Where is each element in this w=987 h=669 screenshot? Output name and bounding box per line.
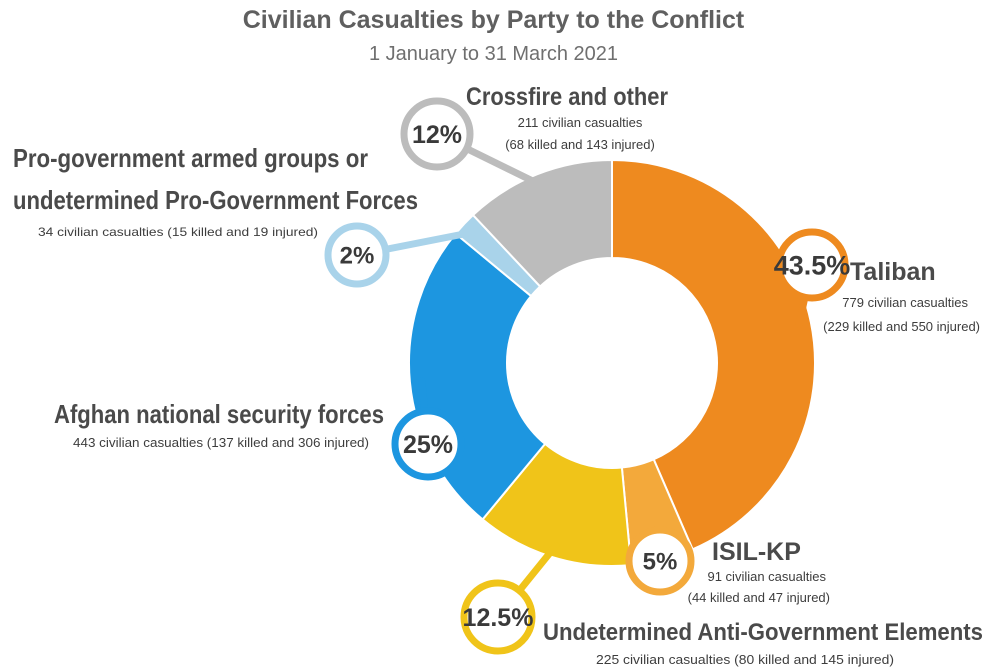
- chart-title: Civilian Casualties by Party to the Conf…: [242, 6, 745, 34]
- label-detail-ansf: 443 civilian casualties (137 killed and …: [73, 435, 369, 450]
- percent-label-pro-government: 2%: [340, 243, 375, 270]
- label-detail-undetermined-age: 225 civilian casualties (80 killed and 1…: [596, 652, 894, 667]
- percent-label-ansf: 25%: [403, 431, 453, 459]
- badge-taliban: [775, 228, 849, 302]
- label-name-crossfire: Crossfire and other: [466, 83, 668, 111]
- percent-label-undetermined-age: 12.5%: [463, 604, 534, 632]
- label-detail-isil-kp-1: 91 civilian casualties: [707, 569, 826, 584]
- label-detail-pro-government: 34 civilian casualties (15 killed and 19…: [38, 225, 318, 239]
- label-name-isil-kp: ISIL-KP: [712, 538, 801, 566]
- label-detail-taliban-2: (229 killed and 550 injured): [823, 319, 980, 334]
- badge-undetermined-age: [460, 579, 536, 655]
- label-name-pro-government-1: Pro-government armed groups or: [13, 143, 368, 173]
- label-detail-isil-kp-2: (44 killed and 47 injured): [688, 590, 830, 605]
- label-detail-crossfire-1: 211 civilian casualties: [518, 115, 643, 130]
- label-name-ansf: Afghan national security forces: [54, 399, 384, 429]
- slice-taliban: [611, 158, 816, 551]
- label-name-pro-government-2: undetermined Pro-Government Forces: [13, 185, 418, 215]
- label-name-undetermined-age: Undetermined Anti-Government Elements: [543, 619, 983, 646]
- badge-isil-kp: [625, 526, 695, 596]
- percent-label-crossfire: 12%: [412, 121, 462, 149]
- percent-label-taliban: 43.5%: [774, 251, 851, 281]
- label-name-taliban: Taliban: [850, 258, 936, 286]
- slice-crossfire: [471, 158, 613, 288]
- badge-pro-government: [324, 222, 390, 288]
- percent-label-isil-kp: 5%: [643, 549, 678, 576]
- badge-ansf: [391, 407, 465, 481]
- label-detail-taliban-1: 779 civilian casualties: [842, 295, 968, 310]
- badge-crossfire: [400, 97, 474, 171]
- label-detail-crossfire-2: (68 killed and 143 injured): [505, 137, 655, 152]
- chart-subtitle: 1 January to 31 March 2021: [368, 43, 619, 65]
